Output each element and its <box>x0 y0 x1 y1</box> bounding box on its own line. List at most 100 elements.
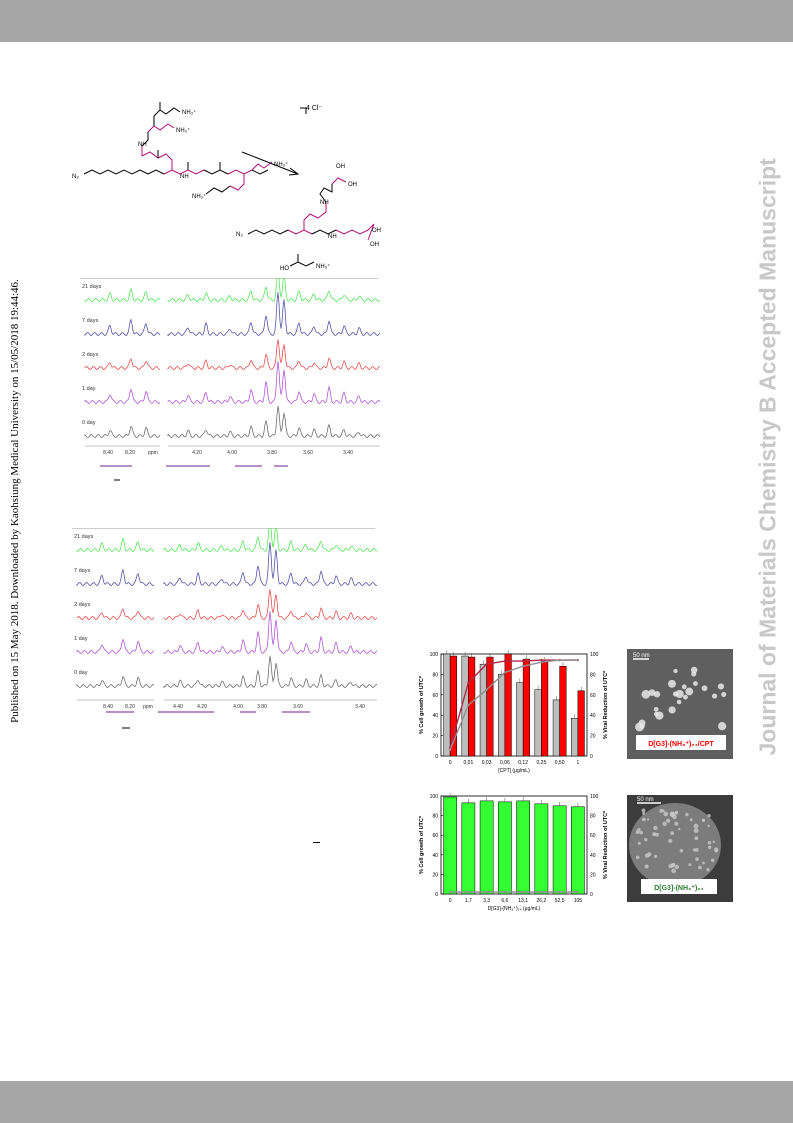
cpt-bar-chart: 0 0 20 20 40 40 60 60 80 80 100 100 0 0,01 0,03 0,06 0,1… <box>405 648 615 780</box>
nanoparticle <box>694 848 699 852</box>
nanoparticle <box>641 689 651 699</box>
nanoparticle <box>653 706 659 712</box>
nanoparticle <box>690 666 698 674</box>
nanoparticle <box>707 813 711 818</box>
nanoparticle <box>674 821 679 826</box>
nanoparticle <box>681 684 687 690</box>
nmr-panel-top: 21 days 7 days 2 days 1 day 0 day 8.40 8.20 ppm… <box>80 278 380 488</box>
x-axis-label: [CPT] (μg/mL) <box>498 768 530 774</box>
viral-reduction-line <box>449 659 578 751</box>
bracket <box>300 107 307 114</box>
nanoparticle <box>668 864 673 869</box>
nanoparticle <box>674 811 678 815</box>
footer-band <box>0 1081 793 1123</box>
azide-label: N₃ <box>72 174 79 180</box>
nanoparticle <box>659 808 664 813</box>
amide-label: NH <box>320 200 329 206</box>
axis-tick-label: 4.20 <box>197 704 207 710</box>
nanoparticle <box>717 683 725 690</box>
amide-label: NH <box>328 234 337 240</box>
amide-label: NH <box>180 174 189 180</box>
nanoparticle <box>672 691 679 697</box>
y-tick-label: 40 <box>432 713 438 719</box>
trace-label: 21 days <box>82 284 102 290</box>
y2-tick-label: 40 <box>590 713 596 719</box>
nmr-trace <box>76 537 155 553</box>
nmr-trace <box>76 675 155 688</box>
axis-tick-label: ppm <box>143 704 153 710</box>
y-tick-label: 0 <box>435 892 438 898</box>
nanoparticle <box>646 818 650 821</box>
bar <box>516 800 530 895</box>
nanoparticle <box>695 857 699 861</box>
nanoparticle <box>675 689 684 699</box>
axis-tick-label: 4.00 <box>227 450 237 456</box>
axis-tick-label: 4.20 <box>192 450 202 456</box>
nanoparticle <box>655 832 659 837</box>
nanoparticle <box>673 668 678 674</box>
nanoparticle <box>721 691 727 697</box>
axis-tick-label: 8.20 <box>125 704 135 710</box>
nanoparticle <box>666 818 671 823</box>
nanoparticle <box>653 825 658 831</box>
nmr-trace <box>163 528 377 552</box>
y2-tick-label: 80 <box>590 672 596 678</box>
x-tick-label: 0 <box>449 898 452 904</box>
trace-label: 2 days <box>82 352 98 358</box>
nanoparticle <box>707 841 712 845</box>
trace-label: 7 days <box>82 318 98 324</box>
axis-tick-label: 8.20 <box>125 450 135 456</box>
nanoparticle <box>693 828 699 834</box>
bar <box>552 699 560 757</box>
y2-tick-label: 20 <box>590 872 596 878</box>
nanoparticle <box>668 838 673 843</box>
nanoparticle <box>688 863 692 867</box>
bar <box>443 796 457 895</box>
header-band <box>0 0 793 42</box>
bar <box>479 800 494 895</box>
nanoparticle <box>642 811 646 815</box>
nanoparticle <box>669 811 675 817</box>
axis-tick-label: 3.40 <box>343 450 353 456</box>
nanoparticle <box>692 848 696 852</box>
nmr-trace <box>76 568 155 587</box>
trace-label: 0 day <box>74 670 88 676</box>
x-tick-label: 105 <box>574 898 583 904</box>
x-tick-label: 1,7 <box>465 898 472 904</box>
bar <box>534 689 542 757</box>
nanoparticle <box>635 855 640 860</box>
tem-label: D[G3]-(NH₃⁺)₂₄ <box>654 885 704 892</box>
nmr-trace <box>84 358 161 370</box>
y2-tick-label: 60 <box>590 693 596 699</box>
tem-label: D[G3]-(NH₃⁺)₂₄/CPT <box>648 741 714 748</box>
nmr-trace <box>167 361 380 404</box>
nanoparticle <box>654 854 658 858</box>
nanoparticle <box>655 711 664 720</box>
nanoparticle <box>702 861 705 865</box>
axis-tick-label: 8.40 <box>103 704 113 710</box>
y-tick-label: 0 <box>435 754 438 760</box>
nmr-trace <box>84 425 161 438</box>
scale-mark <box>313 842 320 843</box>
hydroxyl-label: OH <box>372 228 381 234</box>
nanoparticle <box>711 693 718 699</box>
nmr-panel-bottom: 21 days 7 days 2 days 1 day 0 day 8.40 8.20 ppm… <box>72 528 377 738</box>
x-tick-label: 0 <box>449 760 452 766</box>
axis-tick-label: 3.60 <box>303 450 313 456</box>
nanoparticle <box>662 821 667 826</box>
azide-label: N₃ <box>236 232 243 238</box>
bar <box>468 656 476 757</box>
nanoparticle <box>648 689 656 697</box>
bar <box>486 656 494 757</box>
axis-tick-label: 3.80 <box>257 704 267 710</box>
reaction-scheme: 4 Cl⁻ NH₃⁺ NH₃⁺ NH₃⁺ NH₃⁺ N₃ NH NH N₃ NH… <box>62 96 392 276</box>
plot-frame <box>440 653 588 757</box>
nanoparticle <box>685 687 694 696</box>
y2-tick-label: 100 <box>590 652 599 658</box>
ammonium-label: NH₃⁺ <box>274 161 288 168</box>
nmr-trace <box>163 589 377 620</box>
nmr-trace <box>84 318 161 337</box>
nanoparticle <box>712 840 716 844</box>
y2-tick-label: 80 <box>590 814 596 820</box>
nmr-trace <box>167 405 380 438</box>
